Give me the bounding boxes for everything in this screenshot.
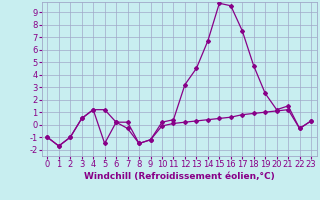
X-axis label: Windchill (Refroidissement éolien,°C): Windchill (Refroidissement éolien,°C) xyxy=(84,172,275,181)
